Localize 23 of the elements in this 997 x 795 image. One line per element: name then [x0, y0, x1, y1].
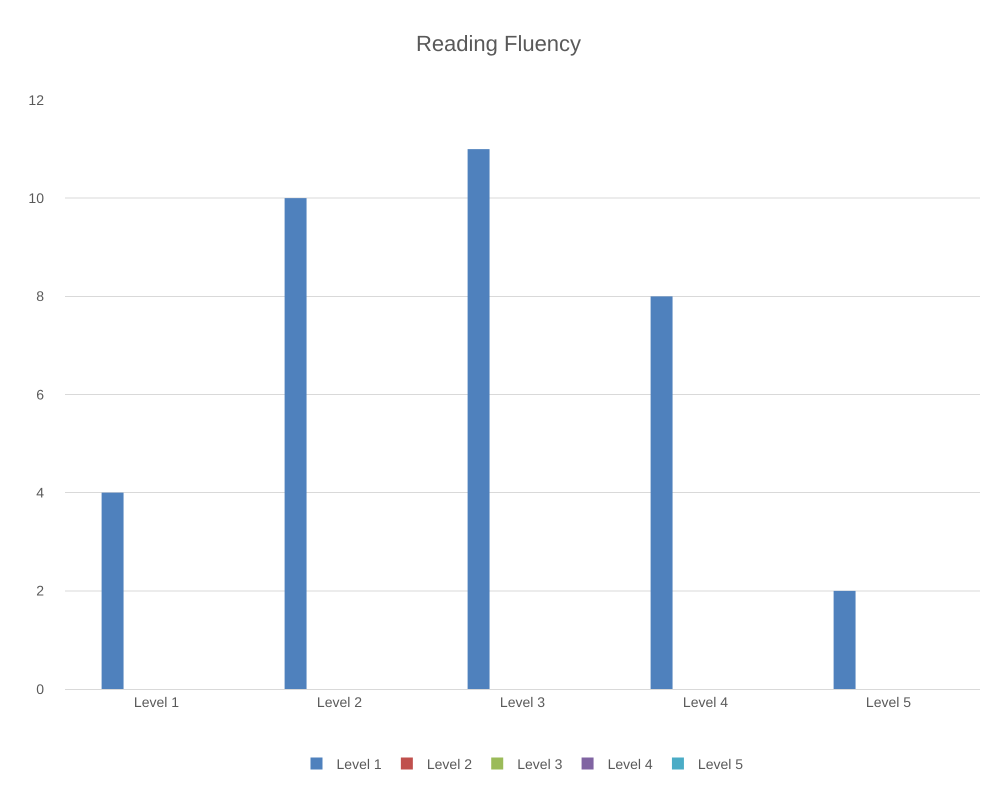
legend-label: Level 3	[517, 756, 563, 772]
chart-title: Reading Fluency	[416, 31, 582, 56]
bar	[284, 198, 307, 689]
y-tick-label: 12	[28, 92, 44, 108]
legend-label: Level 2	[426, 756, 472, 772]
legend-label: Level 1	[336, 756, 382, 772]
bar	[102, 492, 124, 689]
legend-label: Level 5	[698, 756, 744, 772]
x-tick-label: Level 5	[866, 694, 912, 710]
y-tick-label: 0	[36, 680, 44, 697]
bar	[468, 149, 490, 689]
y-tick-label: 4	[36, 484, 44, 501]
x-tick-label: Level 4	[682, 694, 728, 710]
bar	[834, 590, 856, 689]
y-tick-label: 2	[36, 582, 44, 599]
x-tick-label: Level 3	[500, 694, 546, 710]
legend-label: Level 4	[608, 756, 653, 772]
y-tick-label: 8	[36, 288, 44, 304]
x-tick-label: Level 1	[134, 694, 180, 710]
x-tick-label: Level 2	[316, 694, 362, 710]
bar	[650, 296, 673, 689]
y-tick-label: 6	[36, 386, 44, 402]
y-tick-label: 10	[28, 190, 44, 206]
